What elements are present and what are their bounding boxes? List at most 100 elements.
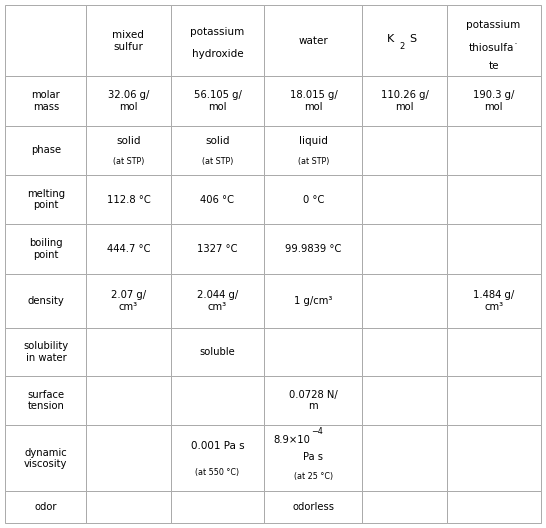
Bar bbox=[363, 376, 447, 425]
Text: molar
mass: molar mass bbox=[32, 90, 60, 112]
Text: liquid: liquid bbox=[299, 136, 328, 146]
Text: (at 25 °C): (at 25 °C) bbox=[294, 473, 333, 482]
Bar bbox=[5, 5, 86, 76]
Text: solid: solid bbox=[116, 136, 141, 146]
Bar bbox=[447, 274, 541, 328]
Bar bbox=[86, 492, 170, 523]
Bar bbox=[363, 5, 447, 76]
Text: K: K bbox=[387, 34, 394, 44]
Bar bbox=[363, 76, 447, 126]
Bar bbox=[264, 224, 363, 274]
Bar bbox=[86, 224, 170, 274]
Bar bbox=[447, 492, 541, 523]
Text: boiling
point: boiling point bbox=[29, 238, 63, 260]
Text: odor: odor bbox=[34, 502, 57, 512]
Text: 1327 °C: 1327 °C bbox=[197, 244, 238, 254]
Bar bbox=[170, 274, 264, 328]
Bar bbox=[447, 376, 541, 425]
Text: 2: 2 bbox=[399, 42, 405, 51]
Bar bbox=[363, 274, 447, 328]
Bar bbox=[264, 175, 363, 224]
Bar bbox=[170, 425, 264, 492]
Bar bbox=[5, 425, 86, 492]
Text: (at STP): (at STP) bbox=[202, 157, 233, 166]
Bar bbox=[447, 175, 541, 224]
Text: solid: solid bbox=[205, 136, 230, 146]
Text: 406 °C: 406 °C bbox=[200, 195, 234, 205]
Bar bbox=[447, 224, 541, 274]
Text: density: density bbox=[27, 296, 64, 306]
Bar bbox=[170, 5, 264, 76]
Text: 112.8 °C: 112.8 °C bbox=[106, 195, 150, 205]
Text: soluble: soluble bbox=[200, 347, 235, 357]
Text: (at STP): (at STP) bbox=[298, 157, 329, 166]
Bar bbox=[5, 126, 86, 175]
Text: (at 550 °C): (at 550 °C) bbox=[195, 468, 240, 477]
Bar bbox=[86, 76, 170, 126]
Bar bbox=[170, 76, 264, 126]
Bar bbox=[447, 126, 541, 175]
Bar bbox=[86, 376, 170, 425]
Text: 0 °C: 0 °C bbox=[302, 195, 324, 205]
Text: 190.3 g/
mol: 190.3 g/ mol bbox=[473, 90, 514, 112]
Bar bbox=[5, 274, 86, 328]
Bar bbox=[363, 492, 447, 523]
Text: dynamic
viscosity: dynamic viscosity bbox=[24, 448, 68, 469]
Text: 110.26 g/
mol: 110.26 g/ mol bbox=[381, 90, 429, 112]
Text: thiosulfa˙: thiosulfa˙ bbox=[468, 43, 519, 53]
Bar bbox=[363, 224, 447, 274]
Bar bbox=[5, 376, 86, 425]
Bar bbox=[86, 425, 170, 492]
Text: S: S bbox=[409, 34, 416, 44]
Bar bbox=[86, 126, 170, 175]
Bar bbox=[170, 175, 264, 224]
Bar bbox=[363, 175, 447, 224]
Bar bbox=[447, 328, 541, 376]
Bar bbox=[363, 126, 447, 175]
Text: 1 g/cm³: 1 g/cm³ bbox=[294, 296, 333, 306]
Bar bbox=[86, 328, 170, 376]
Bar bbox=[264, 492, 363, 523]
Text: (at STP): (at STP) bbox=[112, 157, 144, 166]
Text: solubility
in water: solubility in water bbox=[23, 341, 68, 363]
Text: −4: −4 bbox=[311, 427, 323, 436]
Bar bbox=[86, 175, 170, 224]
Bar bbox=[264, 5, 363, 76]
Bar bbox=[264, 274, 363, 328]
Text: water: water bbox=[299, 36, 328, 46]
Bar bbox=[170, 492, 264, 523]
Text: 32.06 g/
mol: 32.06 g/ mol bbox=[108, 90, 149, 112]
Bar bbox=[5, 224, 86, 274]
Text: 2.07 g/
cm³: 2.07 g/ cm³ bbox=[111, 290, 146, 312]
Text: odorless: odorless bbox=[293, 502, 334, 512]
Bar bbox=[170, 126, 264, 175]
Bar bbox=[264, 376, 363, 425]
Text: te: te bbox=[488, 61, 499, 71]
Text: phase: phase bbox=[31, 145, 61, 155]
Text: 444.7 °C: 444.7 °C bbox=[106, 244, 150, 254]
Bar bbox=[447, 76, 541, 126]
Bar bbox=[264, 126, 363, 175]
Bar bbox=[170, 328, 264, 376]
Text: 8.9×10: 8.9×10 bbox=[274, 435, 311, 445]
Text: potassium: potassium bbox=[191, 27, 245, 37]
Bar bbox=[363, 328, 447, 376]
Text: 0.001 Pa s: 0.001 Pa s bbox=[191, 441, 244, 451]
Text: 2.044 g/
cm³: 2.044 g/ cm³ bbox=[197, 290, 238, 312]
Bar bbox=[170, 376, 264, 425]
Bar bbox=[170, 224, 264, 274]
Bar bbox=[447, 425, 541, 492]
Text: mixed
sulfur: mixed sulfur bbox=[112, 30, 144, 52]
Text: 56.105 g/
mol: 56.105 g/ mol bbox=[194, 90, 241, 112]
Bar bbox=[5, 492, 86, 523]
Bar bbox=[5, 328, 86, 376]
Bar bbox=[5, 175, 86, 224]
Text: 18.015 g/
mol: 18.015 g/ mol bbox=[289, 90, 337, 112]
Text: 0.0728 N/
m: 0.0728 N/ m bbox=[289, 390, 338, 411]
Text: 1.484 g/
cm³: 1.484 g/ cm³ bbox=[473, 290, 514, 312]
Bar bbox=[264, 425, 363, 492]
Text: melting
point: melting point bbox=[27, 189, 65, 211]
Text: hydroxide: hydroxide bbox=[192, 49, 244, 59]
Text: 99.9839 °C: 99.9839 °C bbox=[285, 244, 342, 254]
Bar bbox=[5, 76, 86, 126]
